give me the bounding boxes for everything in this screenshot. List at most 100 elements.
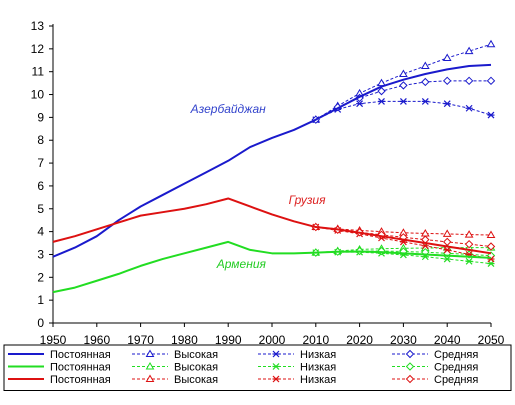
point-az-medium [421, 77, 430, 87]
legend-entry-az-medium: Средняя [392, 349, 478, 361]
y-tick-label: 6 [37, 179, 44, 193]
legend-entry-am-medium: Средняя [392, 362, 478, 374]
country-label: Грузия [289, 193, 327, 207]
legend-entry-ge-medium: Средняя [392, 374, 478, 386]
annotations: Азербайджан Грузия Армения [190, 102, 326, 271]
y-tick-label: 3 [37, 247, 44, 261]
point-az-low [356, 100, 364, 108]
legend-marker [405, 374, 415, 384]
x-tick-label: 1990 [215, 333, 242, 347]
legend-marker [145, 362, 155, 370]
point-az-high [464, 46, 474, 55]
point-am-low [465, 257, 473, 265]
legend-label: Высокая [174, 362, 218, 374]
y-tick-label: 5 [37, 202, 44, 216]
legend-label: Средняя [434, 374, 478, 386]
point-az-high [442, 53, 452, 61]
point-az-high [486, 39, 496, 48]
legend-label: Средняя [434, 362, 478, 374]
point-am-low [443, 255, 451, 263]
legend-marker [272, 350, 280, 358]
legend-label: Высокая [174, 374, 218, 386]
line-am-constant [52, 240, 492, 294]
point-az-low [443, 100, 451, 108]
x-tick-label: 1950 [40, 333, 67, 347]
point-ge-medium [486, 242, 496, 251]
legend-label: Высокая [174, 349, 218, 361]
legend-marker [405, 362, 415, 371]
point-ge-high [442, 229, 452, 237]
legend-entry-ge-low: Низкая [258, 374, 336, 386]
y-tick-label: 11 [32, 65, 45, 79]
legend-entry-ge-constant: Постоянная [8, 374, 111, 386]
legend-marker [145, 374, 155, 382]
legend-label: Постоянная [50, 374, 111, 386]
point-az-low [487, 111, 495, 119]
point-az-low [378, 97, 385, 105]
point-az-medium [377, 86, 386, 96]
x-tick-label: 1970 [127, 333, 154, 347]
y-tick-label: 13 [31, 19, 45, 33]
legend-entry-am-high: Высокая [132, 362, 218, 374]
country-label: Азербайджан [190, 102, 266, 116]
legend: Постоянная Высокая Низкая Средняя Постоянная… [3, 344, 512, 391]
legend-entry-am-low: Низкая [258, 362, 336, 374]
y-tick-label: 0 [37, 316, 44, 330]
point-az-medium [442, 76, 452, 86]
legend-entry-am-constant: Постоянная [8, 362, 111, 374]
x-tick-label: 2050 [478, 333, 505, 347]
point-az-high [399, 69, 408, 77]
x-tick-label: 2000 [259, 333, 286, 347]
legend-entry-ge-high: Высокая [132, 374, 218, 386]
x-tick-label: 1980 [171, 333, 198, 347]
legend-entry-az-constant: Постоянная [8, 349, 111, 361]
line-ge-medium [315, 226, 492, 247]
point-az-high [420, 61, 430, 69]
legend-marker [272, 375, 280, 383]
line-az-low [315, 100, 492, 121]
line-az-constant [52, 63, 492, 258]
legend-label: Низкая [300, 349, 336, 361]
point-az-medium [399, 81, 408, 90]
legend-entry-az-high: Высокая [132, 349, 218, 361]
legend-marker [272, 363, 280, 370]
point-az-medium [486, 76, 496, 86]
legend-label: Средняя [434, 349, 478, 361]
point-az-low [421, 97, 429, 105]
legend-marker [405, 349, 415, 359]
point-ge-high [486, 230, 496, 239]
point-ge-medium [464, 239, 474, 249]
point-ge-low [443, 246, 451, 254]
y-tick-label: 2 [37, 270, 44, 284]
series-az-low [312, 97, 495, 124]
y-tick-label: 8 [37, 133, 44, 147]
y-tick-label: 9 [37, 110, 44, 124]
legend-label: Низкая [300, 362, 336, 374]
legend-box [3, 344, 512, 391]
plot-area [52, 39, 496, 294]
y-tick-label: 4 [37, 225, 44, 239]
y-tick-label: 10 [31, 88, 45, 102]
point-az-low [399, 97, 407, 105]
point-ge-high [464, 230, 474, 238]
legend-label: Низкая [300, 374, 336, 386]
y-tick-label: 12 [31, 42, 45, 56]
legend-entry-az-low: Низкая [258, 349, 336, 361]
x-tick-label: 2010 [302, 333, 329, 347]
point-ge-medium [442, 237, 452, 247]
point-az-medium [464, 76, 474, 86]
line-az-high [315, 43, 492, 121]
x-tick-label: 1960 [83, 333, 110, 347]
line-ge-constant [52, 197, 492, 255]
y-tick-label: 7 [37, 156, 44, 170]
x-tick-label: 2040 [434, 333, 461, 347]
legend-marker [145, 349, 155, 357]
series-az-medium [311, 76, 496, 124]
y-tick-label: 1 [37, 293, 44, 307]
legend-label: Постоянная [50, 362, 111, 374]
point-az-low [465, 104, 473, 112]
x-tick-label: 2030 [390, 333, 417, 347]
